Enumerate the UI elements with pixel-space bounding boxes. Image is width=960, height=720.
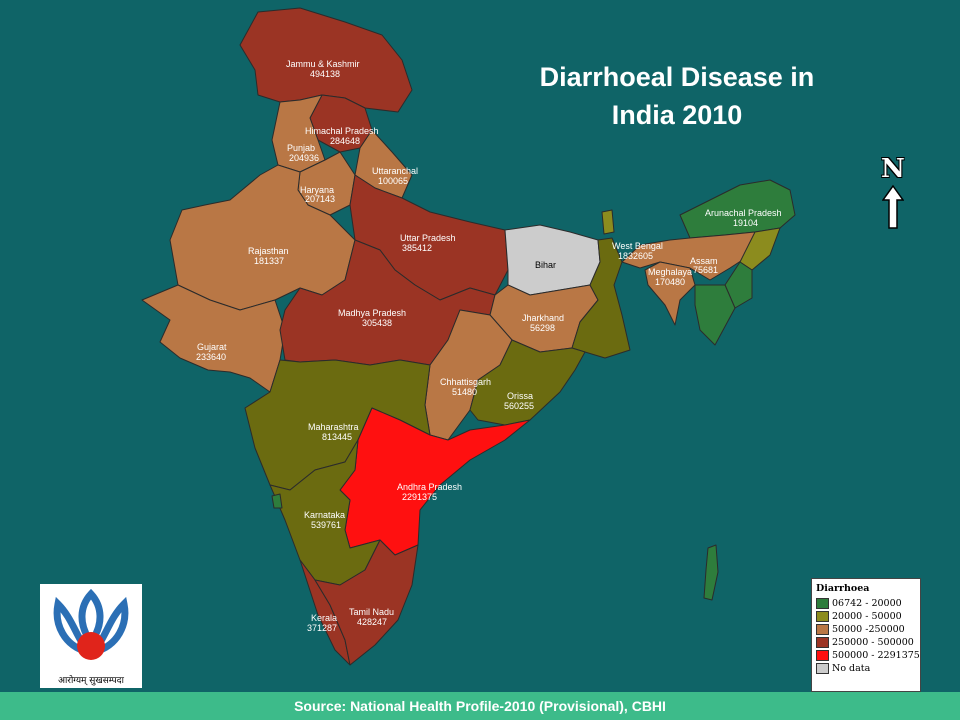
label-meghalaya-value: 170480 <box>655 277 685 287</box>
label-arunachal-name: Arunachal Pradesh <box>705 208 782 218</box>
region-mizoram <box>694 284 736 346</box>
label-uttar-pradesh-value: 385412 <box>402 243 432 253</box>
region-manipur <box>724 261 753 309</box>
label-jammu-kashmir-value: 494138 <box>310 69 340 79</box>
label-assam-value: 75681 <box>693 265 718 275</box>
label-orissa-value: 560255 <box>504 401 534 411</box>
label-andhra-pradesh-value: 2291375 <box>402 492 437 502</box>
legend-label: No data <box>832 663 871 674</box>
label-himachal-name: Himachal Pradesh <box>305 126 379 136</box>
label-west-bengal-name: West Bengal <box>612 241 663 251</box>
label-punjab-name: Punjab <box>287 143 315 153</box>
legend-label: 50000 -250000 <box>832 624 905 635</box>
region-goa <box>271 493 283 509</box>
legend-item: 250000 - 500000 <box>816 636 920 649</box>
label-maharashtra-value: 813445 <box>322 432 352 442</box>
region-nagaland <box>739 227 781 271</box>
map-title: Diarrhoeal Disease in India 2010 <box>539 62 815 130</box>
region-sikkim <box>601 209 615 235</box>
region-chhattisgarh <box>424 309 513 441</box>
source-footer: Source: National Health Profile-2010 (Pr… <box>0 692 960 720</box>
legend-label: 06742 - 20000 <box>832 598 902 609</box>
label-madhya-pradesh-name: Madhya Pradesh <box>338 308 406 318</box>
north-label: N <box>881 154 905 184</box>
label-punjab-value: 204936 <box>289 153 319 163</box>
label-chhattisgarh-name: Chhattisgarh <box>440 377 491 387</box>
label-meghalaya-name: Meghalaya <box>648 267 692 277</box>
label-karnataka-name: Karnataka <box>304 510 345 520</box>
map-legend: Diarrhoea 06742 - 20000 20000 - 50000 50… <box>811 578 921 692</box>
label-haryana-value: 207143 <box>305 194 335 204</box>
region-meghalaya <box>644 261 696 326</box>
region-tamil-nadu <box>314 539 419 666</box>
label-tamil-nadu-name: Tamil Nadu <box>349 607 394 617</box>
legend-item: 500000 - 2291375 <box>816 649 920 662</box>
lotus-logo-icon <box>53 588 129 660</box>
region-andaman-islands <box>703 544 719 601</box>
legend-swatch <box>816 663 829 674</box>
label-uttaranchal-name: Uttaranchal <box>372 166 418 176</box>
label-chhattisgarh-value: 51480 <box>452 387 477 397</box>
label-uttaranchal-value: 100065 <box>378 176 408 186</box>
label-andhra-pradesh-name: Andhra Pradesh <box>397 482 462 492</box>
label-rajasthan-value: 181337 <box>254 256 284 266</box>
legend-label: 500000 - 2291375 <box>832 650 920 661</box>
label-jharkhand-value: 56298 <box>530 323 555 333</box>
legend-swatch <box>816 598 829 609</box>
legend-item: 06742 - 20000 <box>816 597 920 610</box>
label-tamil-nadu-value: 428247 <box>357 617 387 627</box>
institute-logo: आरोग्यम् सुखसम्पदा <box>40 584 142 688</box>
legend-label: 250000 - 500000 <box>832 637 914 648</box>
legend-item: 50000 -250000 <box>816 623 920 636</box>
region-gujarat <box>141 284 286 393</box>
north-arrow-icon <box>882 184 904 229</box>
label-maharashtra-name: Maharashtra <box>308 422 359 432</box>
label-kerala-value: 371287 <box>307 623 337 633</box>
label-bihar-name: Bihar <box>535 260 556 270</box>
logo-tagline: आरोग्यम् सुखसम्पदा <box>58 676 124 686</box>
label-rajasthan-name: Rajasthan <box>248 246 289 256</box>
label-assam-name: Assam <box>690 256 718 266</box>
legend-swatch <box>816 611 829 622</box>
region-punjab <box>271 94 326 173</box>
legend-title: Diarrhoea <box>816 583 870 594</box>
region-west-bengal <box>571 237 631 359</box>
label-madhya-pradesh-value: 305438 <box>362 318 392 328</box>
label-kerala-name: Kerala <box>311 613 337 623</box>
label-arunachal-value: 19104 <box>733 218 758 228</box>
label-gujarat-value: 233640 <box>196 352 226 362</box>
label-haryana-name: Haryana <box>300 185 334 195</box>
label-orissa-name: Orissa <box>507 391 533 401</box>
legend-item: No data <box>816 662 920 675</box>
legend-swatch <box>816 637 829 648</box>
legend-label: 20000 - 50000 <box>832 611 902 622</box>
legend-swatch <box>816 650 829 661</box>
north-arrow: N <box>878 154 908 229</box>
label-gujarat-name: Gujarat <box>197 342 227 352</box>
label-himachal-value: 284648 <box>330 136 360 146</box>
legend-item: 20000 - 50000 <box>816 610 920 623</box>
label-west-bengal-value: 1832605 <box>618 251 653 261</box>
legend-swatch <box>816 624 829 635</box>
label-uttar-pradesh-name: Uttar Pradesh <box>400 233 456 243</box>
label-karnataka-value: 539761 <box>311 520 341 530</box>
label-jammu-kashmir-name: Jammu & Kashmir <box>286 59 360 69</box>
label-jharkhand-name: Jharkhand <box>522 313 564 323</box>
